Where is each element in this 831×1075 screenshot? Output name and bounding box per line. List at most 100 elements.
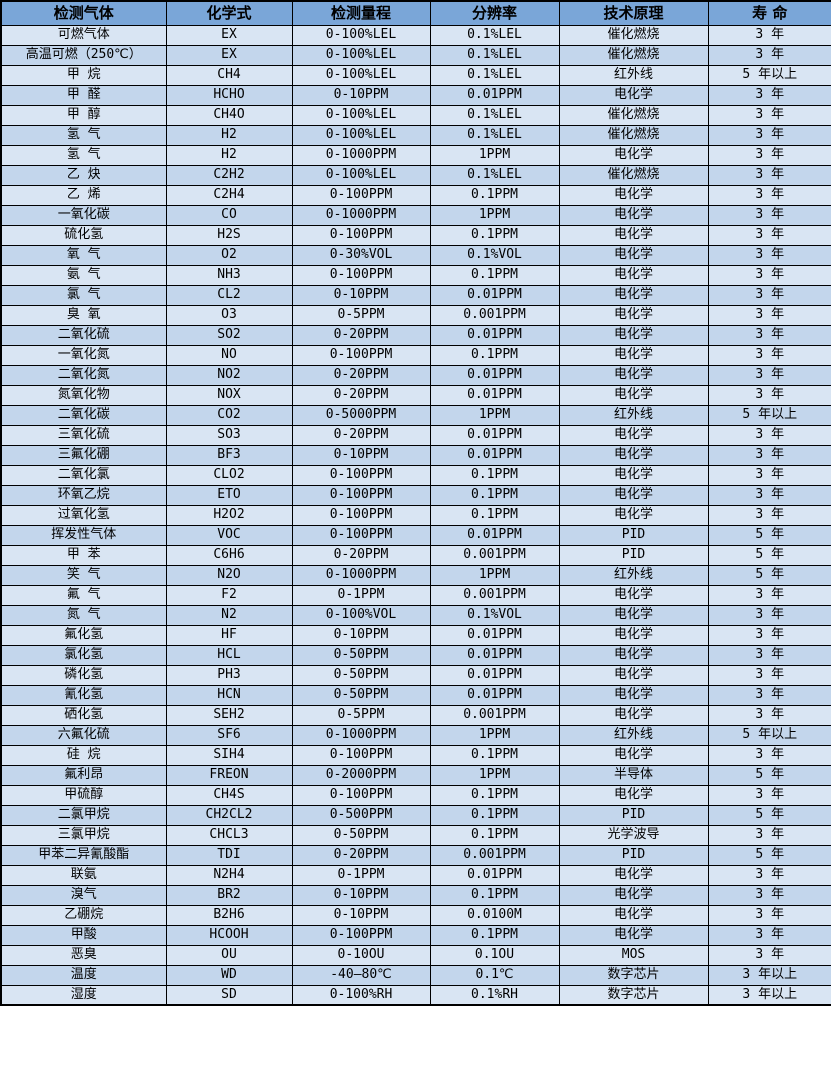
formula-cell: CLO2 xyxy=(165,464,293,486)
formula-cell: OU xyxy=(165,944,293,966)
lifespan-cell: 3 年 xyxy=(707,944,831,966)
resolution-cell: 0.1%LEL xyxy=(429,24,560,46)
formula-cell: H2 xyxy=(165,144,293,166)
formula-cell: BF3 xyxy=(165,444,293,466)
range-cell: 0-100%LEL xyxy=(291,164,431,186)
resolution-cell: 0.1%LEL xyxy=(429,44,560,66)
principle-cell: 电化学 xyxy=(558,604,709,626)
resolution-cell: 0.01PPM xyxy=(429,444,560,466)
formula-cell: NO xyxy=(165,344,293,366)
gas-name-cell: 氧 气 xyxy=(0,244,167,266)
gas-name-cell: 氮 气 xyxy=(0,604,167,626)
column-header-gas-name: 检测气体 xyxy=(0,0,167,26)
column-header-principle: 技术原理 xyxy=(558,0,709,26)
range-cell: 0-500PPM xyxy=(291,804,431,826)
range-cell: 0-100PPM xyxy=(291,524,431,546)
range-cell: 0-10PPM xyxy=(291,444,431,466)
resolution-cell: 0.001PPM xyxy=(429,544,560,566)
lifespan-cell: 3 年 xyxy=(707,284,831,306)
gas-name-cell: 二氯甲烷 xyxy=(0,804,167,826)
formula-cell: CH4 xyxy=(165,64,293,86)
principle-cell: 电化学 xyxy=(558,484,709,506)
resolution-cell: 1PPM xyxy=(429,564,560,586)
table-row: 氮氧化物 NOX 0-20PPM 0.01PPM 电化学 3 年 xyxy=(0,384,831,406)
lifespan-cell: 3 年 xyxy=(707,384,831,406)
principle-cell: PID xyxy=(558,804,709,826)
resolution-cell: 1PPM xyxy=(429,204,560,226)
gas-name-cell: 一氧化氮 xyxy=(0,344,167,366)
lifespan-cell: 3 年 xyxy=(707,604,831,626)
range-cell: 0-20PPM xyxy=(291,844,431,866)
range-cell: 0-100PPM xyxy=(291,344,431,366)
table-row: 氯 气 CL2 0-10PPM 0.01PPM 电化学 3 年 xyxy=(0,284,831,306)
principle-cell: 电化学 xyxy=(558,324,709,346)
principle-cell: 电化学 xyxy=(558,784,709,806)
range-cell: 0-100PPM xyxy=(291,504,431,526)
gas-name-cell: 可燃气体 xyxy=(0,24,167,46)
table-row: 三氧化硫 SO3 0-20PPM 0.01PPM 电化学 3 年 xyxy=(0,424,831,446)
lifespan-cell: 5 年 xyxy=(707,804,831,826)
range-cell: 0-100PPM xyxy=(291,184,431,206)
formula-cell: NO2 xyxy=(165,364,293,386)
resolution-cell: 0.1PPM xyxy=(429,744,560,766)
range-cell: 0-50PPM xyxy=(291,664,431,686)
resolution-cell: 0.01PPM xyxy=(429,624,560,646)
range-cell: 0-50PPM xyxy=(291,684,431,706)
resolution-cell: 0.1OU xyxy=(429,944,560,966)
principle-cell: 红外线 xyxy=(558,404,709,426)
range-cell: 0-20PPM xyxy=(291,424,431,446)
gas-name-cell: 氢 气 xyxy=(0,124,167,146)
resolution-cell: 0.01PPM xyxy=(429,284,560,306)
formula-cell: ETO xyxy=(165,484,293,506)
lifespan-cell: 3 年 xyxy=(707,44,831,66)
gas-name-cell: 六氟化硫 xyxy=(0,724,167,746)
table-header: 检测气体 化学式 检测量程 分辨率 技术原理寿 命 xyxy=(0,0,831,26)
gas-name-cell: 氯化氢 xyxy=(0,644,167,666)
range-cell: 0-100%LEL xyxy=(291,124,431,146)
range-cell: 0-2000PPM xyxy=(291,764,431,786)
range-cell: 0-50PPM xyxy=(291,824,431,846)
lifespan-cell: 3 年 xyxy=(707,464,831,486)
gas-name-cell: 氟利昂 xyxy=(0,764,167,786)
lifespan-cell: 5 年 xyxy=(707,524,831,546)
gas-name-cell: 三氯甲烷 xyxy=(0,824,167,846)
resolution-cell: 0.1PPM xyxy=(429,264,560,286)
table-row: 磷化氢 PH3 0-50PPM 0.01PPM 电化学 3 年 xyxy=(0,664,831,686)
resolution-cell: 0.1PPM xyxy=(429,184,560,206)
formula-cell: O2 xyxy=(165,244,293,266)
resolution-cell: 0.0100M xyxy=(429,904,560,926)
range-cell: 0-1PPM xyxy=(291,584,431,606)
formula-cell: CL2 xyxy=(165,284,293,306)
resolution-cell: 0.001PPM xyxy=(429,844,560,866)
table-row: 乙硼烷 B2H6 0-10PPM 0.0100M 电化学 3 年 xyxy=(0,904,831,926)
lifespan-cell: 5 年 xyxy=(707,764,831,786)
formula-cell: SD xyxy=(165,984,293,1006)
range-cell: 0-1000PPM xyxy=(291,204,431,226)
lifespan-cell: 3 年 xyxy=(707,264,831,286)
principle-cell: 催化燃烧 xyxy=(558,124,709,146)
range-cell: -40—80℃ xyxy=(291,964,431,986)
range-cell: 0-20PPM xyxy=(291,544,431,566)
table-row: 环氧乙烷 ETO 0-100PPM 0.1PPM 电化学 3 年 xyxy=(0,484,831,506)
principle-cell: 电化学 xyxy=(558,224,709,246)
range-cell: 0-1000PPM xyxy=(291,564,431,586)
resolution-cell: 0.1%RH xyxy=(429,984,560,1006)
principle-cell: 电化学 xyxy=(558,184,709,206)
range-cell: 0-100%LEL xyxy=(291,44,431,66)
formula-cell: HCN xyxy=(165,684,293,706)
formula-cell: PH3 xyxy=(165,664,293,686)
range-cell: 0-1000PPM xyxy=(291,144,431,166)
range-cell: 0-50PPM xyxy=(291,644,431,666)
principle-cell: PID xyxy=(558,524,709,546)
resolution-cell: 0.001PPM xyxy=(429,704,560,726)
gas-name-cell: 过氧化氢 xyxy=(0,504,167,526)
resolution-cell: 0.1PPM xyxy=(429,224,560,246)
lifespan-cell: 3 年 xyxy=(707,864,831,886)
table-row: 二氧化硫 SO2 0-20PPM 0.01PPM 电化学 3 年 xyxy=(0,324,831,346)
resolution-cell: 0.1PPM xyxy=(429,484,560,506)
principle-cell: 催化燃烧 xyxy=(558,104,709,126)
gas-name-cell: 笑 气 xyxy=(0,564,167,586)
lifespan-cell: 3 年 xyxy=(707,584,831,606)
gas-name-cell: 氢 气 xyxy=(0,144,167,166)
lifespan-cell: 3 年 xyxy=(707,484,831,506)
